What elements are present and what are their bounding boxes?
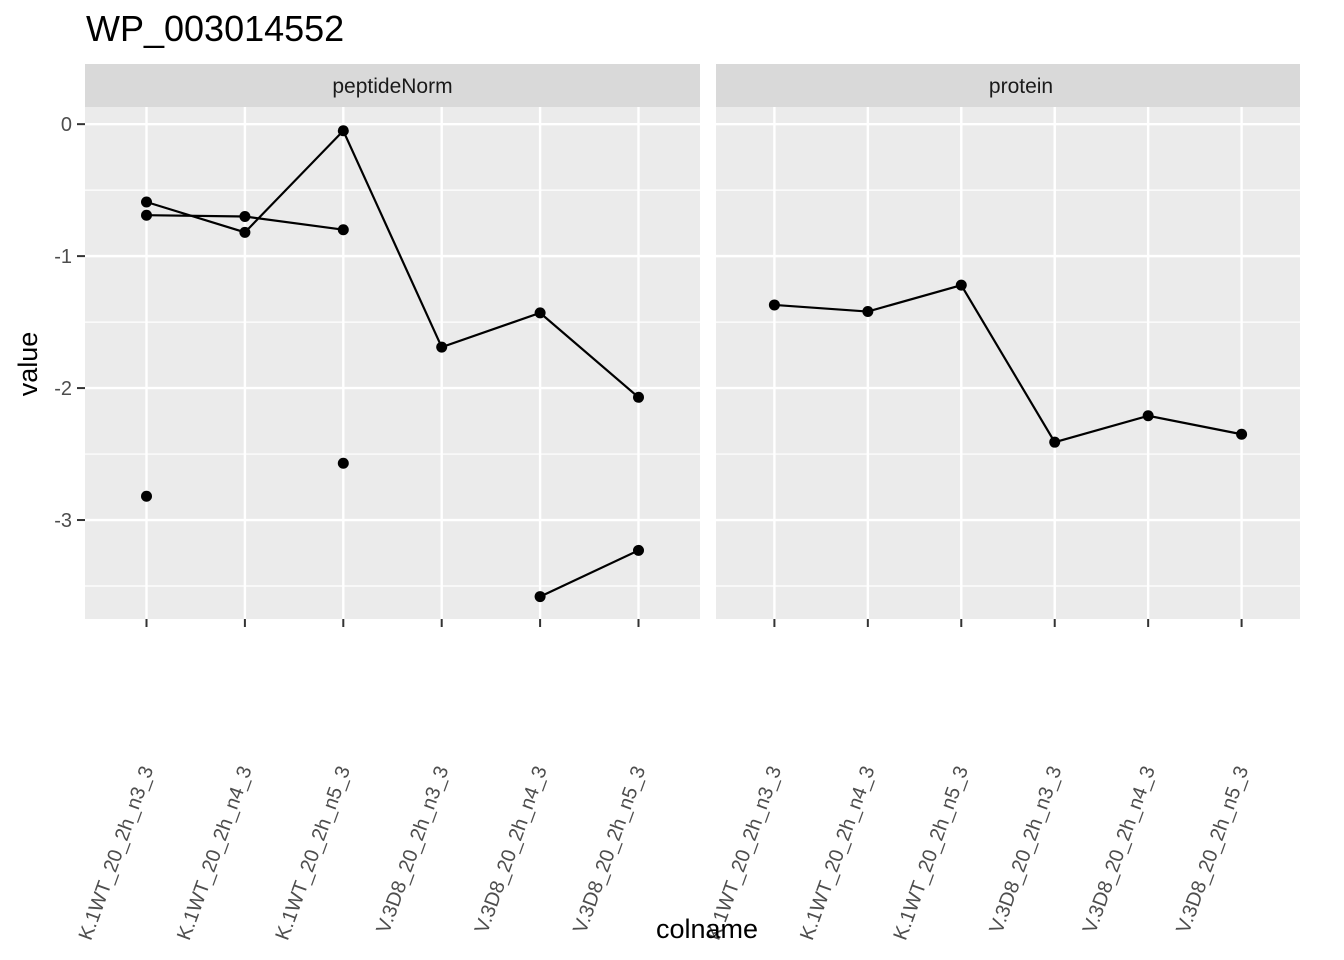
data-point (141, 209, 152, 221)
data-point (1049, 436, 1061, 448)
data-point (955, 279, 967, 291)
x-tick-label: K.1WT_20_2h_n5_3 (890, 763, 973, 943)
series-protein (768, 279, 1248, 448)
facet-strip-protein (716, 64, 1300, 107)
data-point (141, 490, 152, 502)
facet-label-protein: protein (989, 75, 1053, 98)
data-point (862, 306, 874, 318)
x-tick-label: V.3D8_20_2h_n3_3 (986, 763, 1067, 936)
data-point (633, 391, 644, 403)
data-point (337, 125, 349, 137)
data-point (768, 299, 780, 311)
gridlines-protein (716, 107, 1300, 619)
x-tick-label: K.1WT_20_2h_n3_3 (75, 763, 158, 943)
x-tick-label: V.3D8_20_2h_n4_3 (1079, 763, 1160, 936)
data-point (534, 307, 546, 319)
data-point (239, 211, 251, 223)
y-axis: 0 -1 -2 -3 (54, 114, 85, 532)
x-tick-label: V.3D8_20_2h_n3_3 (372, 763, 453, 936)
x-tick-label: K.1WT_20_2h_n5_3 (272, 763, 355, 943)
y-axis-title: value (13, 332, 43, 397)
data-point (633, 544, 644, 556)
chart-title: WP_003014552 (86, 8, 344, 49)
x-tick-label: K.1WT_20_2h_n4_3 (173, 763, 256, 943)
series-peptideNorm (141, 125, 644, 603)
x-axis-peptideNorm: K.1WT_20_2h_n3_3 K.1WT_20_2h_n4_3 K.1WT_20… (75, 619, 650, 943)
data-point (141, 196, 152, 208)
data-point (1236, 428, 1248, 440)
y-tick-label: 0 (61, 114, 72, 136)
series-line (774, 283, 1242, 444)
x-tick-label: V.3D8_20_2h_n4_3 (471, 763, 552, 936)
y-tick-label: -3 (54, 510, 72, 532)
facet-panel-peptideNorm: peptideNorm K.1WT_20_2h_n3_3 K.1WT_20_2h_… (75, 64, 700, 943)
data-point (436, 341, 448, 353)
facet-panel-protein: protein K.1WT_20_2h_n3_3 K.1WT_20_2h_n4_3… (703, 64, 1300, 943)
data-point (239, 226, 251, 238)
y-tick-label: -2 (54, 378, 72, 400)
x-axis-protein: K.1WT_20_2h_n3_3 K.1WT_20_2h_n4_3 K.1WT_20… (703, 619, 1253, 943)
x-tick-label: V.3D8_20_2h_n5_3 (569, 763, 650, 936)
data-point (337, 224, 349, 236)
data-point (534, 591, 546, 603)
gridlines-peptideNorm (85, 107, 700, 619)
panel-background-peptideNorm (85, 107, 700, 619)
x-tick-label: K.1WT_20_2h_n4_3 (796, 763, 879, 943)
x-axis-title: colname (656, 914, 758, 944)
series-line (146, 128, 640, 399)
data-point (1142, 410, 1154, 422)
data-point (337, 457, 349, 469)
series-line (539, 549, 639, 598)
facet-strip-peptideNorm (85, 64, 700, 107)
x-tick-label: V.3D8_20_2h_n5_3 (1172, 763, 1253, 936)
facet-label-peptideNorm: peptideNorm (332, 75, 452, 98)
y-tick-label: -1 (54, 246, 72, 268)
